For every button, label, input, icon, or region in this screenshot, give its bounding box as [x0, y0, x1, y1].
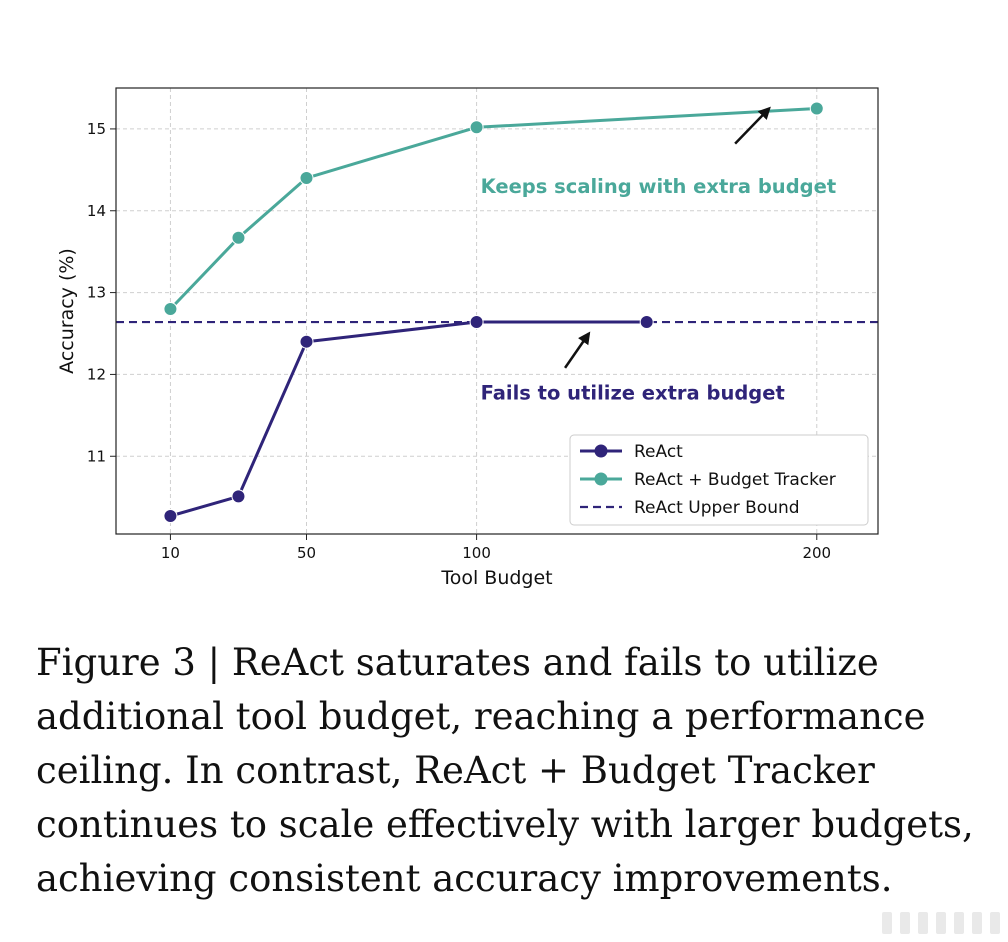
series-0-point [639, 315, 654, 330]
x-tick-label: 200 [802, 544, 831, 562]
legend-box [569, 434, 869, 526]
legend-label-1: ReAct + Budget Tracker [634, 470, 836, 490]
x-axis-label: Tool Budget [440, 567, 552, 589]
x-tick-label: 50 [297, 544, 316, 562]
annotation-arrow-1 [564, 331, 591, 369]
series-1-point [809, 101, 824, 116]
annotation-text-0: Keeps scaling with extra budget [481, 175, 837, 198]
y-tick-label: 12 [87, 365, 106, 383]
legend-swatch-marker-1 [594, 472, 608, 486]
y-tick-label: 15 [87, 120, 106, 138]
annotation-text-1: Fails to utilize extra budget [481, 381, 785, 404]
y-tick-label: 14 [87, 202, 106, 220]
y-axis-label: Accuracy (%) [56, 248, 78, 374]
series-1-point [299, 171, 314, 186]
series-line-1 [169, 107, 817, 311]
x-tick-label: 10 [161, 544, 180, 562]
series-1-point [469, 120, 484, 135]
series-1-point [231, 230, 246, 245]
series-1-point [163, 301, 178, 316]
annotation-arrow-0 [734, 106, 771, 145]
x-axis-ticks: 10 50 100 200 [161, 534, 831, 562]
y-tick-label: 11 [87, 447, 106, 465]
y-axis-ticks: 11 12 13 14 15 [87, 120, 116, 465]
series-0-point [299, 334, 314, 349]
legend-swatch-marker-0 [594, 444, 608, 458]
annotations: Keeps scaling with extra budget Fails to … [481, 106, 837, 404]
series-0-point [231, 489, 246, 504]
figure-caption: Figure 3 | ReAct saturates and fails to … [36, 641, 974, 900]
accuracy-chart: 10 50 100 200 11 12 13 14 15 Tool Budget Accura… [56, 87, 879, 589]
legend: ReAct ReAct + Budget Tracker ReAct Upper B… [569, 434, 869, 526]
watermark-bars [882, 912, 1000, 934]
series-0-point [163, 508, 178, 523]
y-tick-label: 13 [87, 284, 106, 302]
plot-frame [115, 87, 879, 535]
series-points [163, 101, 824, 523]
legend-label-2: ReAct Upper Bound [634, 498, 800, 518]
x-tick-label: 100 [462, 544, 491, 562]
series-0-point [469, 315, 484, 330]
legend-label-0: ReAct [634, 442, 683, 462]
